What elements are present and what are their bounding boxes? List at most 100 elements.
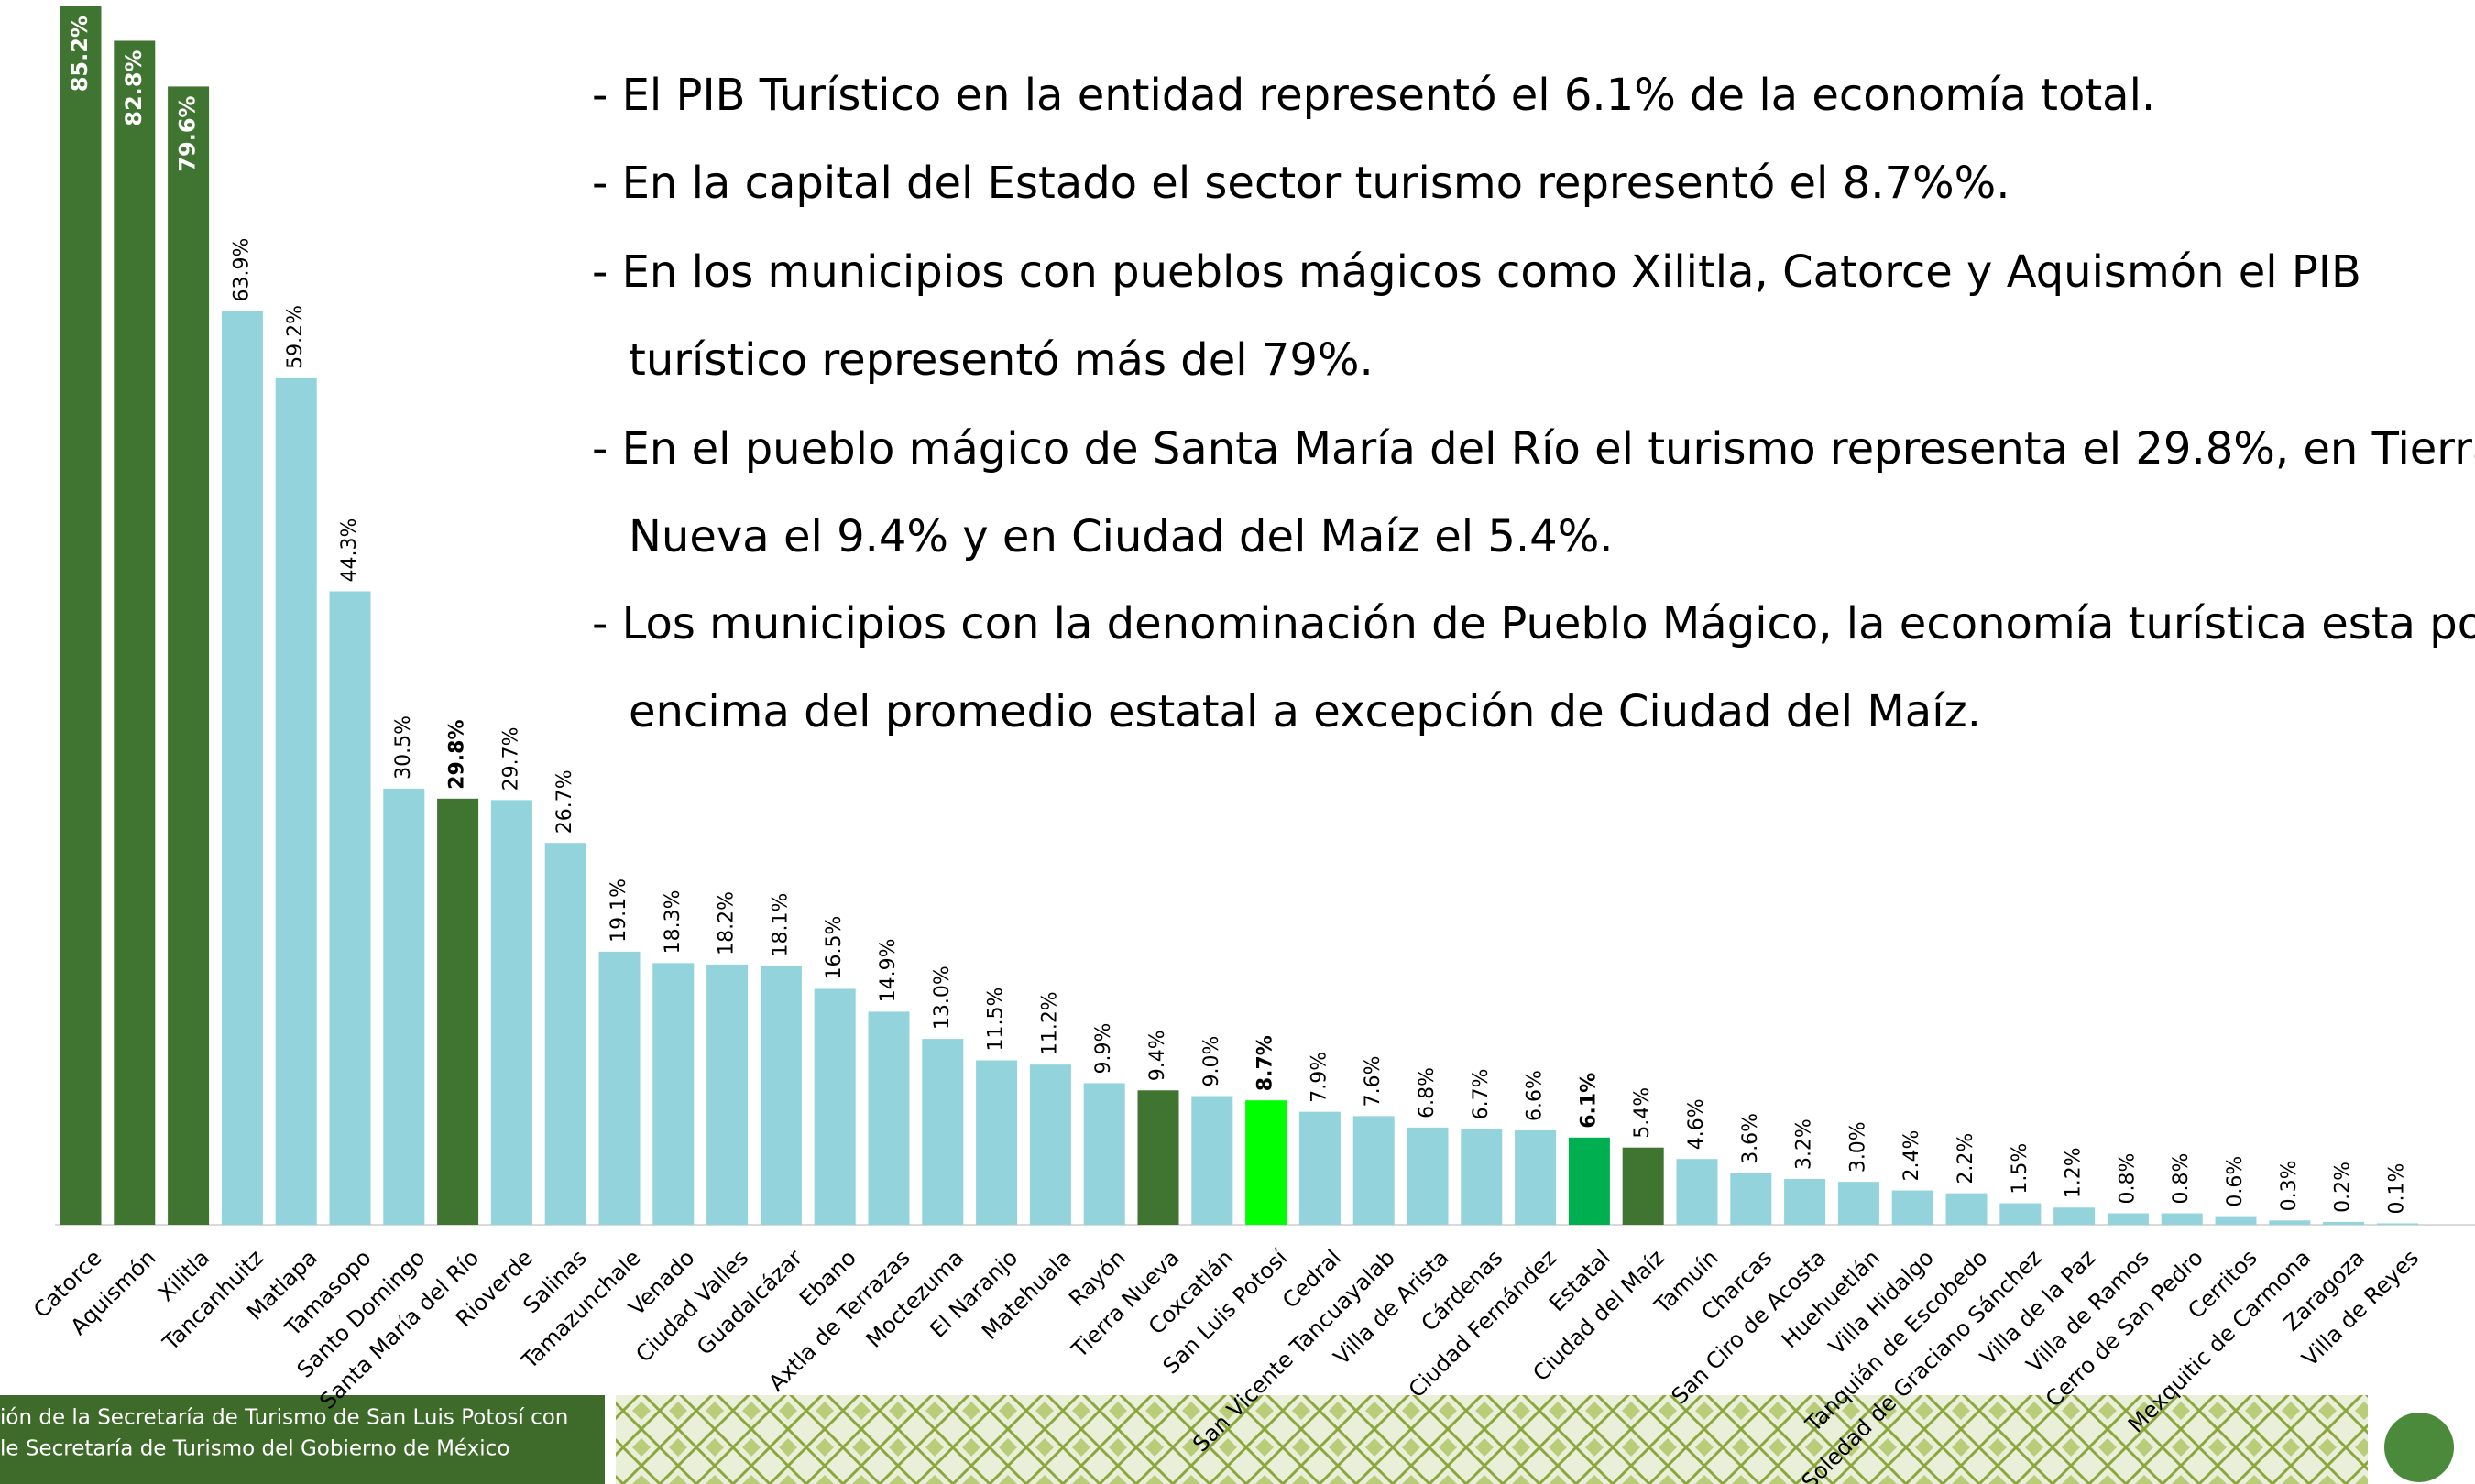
value-label: 44.3%	[338, 518, 361, 583]
value-label: 0.8%	[2170, 1153, 2193, 1205]
bar	[2377, 1223, 2418, 1225]
value-label: 11.5%	[985, 988, 1008, 1052]
bar	[1946, 1194, 1988, 1225]
value-label: 2.4%	[1900, 1130, 1923, 1182]
value-label: 3.2%	[1793, 1118, 1816, 1170]
bar	[2269, 1220, 2310, 1225]
value-label: 1.2%	[2063, 1147, 2086, 1198]
bar	[1784, 1179, 1825, 1225]
value-label: 0.8%	[2116, 1153, 2139, 1205]
bar	[1999, 1204, 2041, 1225]
value-label: 1.5%	[2009, 1143, 2031, 1195]
note-line: - Los municipios con la denominación de …	[592, 598, 2475, 649]
value-label: 2.2%	[1955, 1133, 1977, 1184]
value-label: 14.9%	[877, 939, 900, 1003]
value-label: 29.7%	[499, 726, 522, 791]
bar	[437, 799, 478, 1225]
bar	[869, 1011, 910, 1225]
decorative-band	[616, 1395, 2368, 1484]
value-label: 3.0%	[1846, 1121, 1869, 1173]
bar	[2053, 1207, 2095, 1225]
note-line: - En el pueblo mágico de Santa María del…	[592, 423, 2475, 475]
value-label: 82.8%	[121, 49, 147, 125]
bar	[491, 800, 532, 1225]
bar	[1892, 1191, 1933, 1225]
value-label: 29.8%	[446, 719, 469, 789]
bar	[1299, 1112, 1341, 1225]
bar	[1569, 1138, 1610, 1225]
source-text: le Secretaría de Turismo del Gobierno de…	[0, 1437, 509, 1461]
value-label: 26.7%	[553, 769, 576, 834]
value-label: 18.1%	[769, 893, 792, 957]
note-line: Nueva el 9.4% y en Ciudad del Maíz el 5.…	[629, 511, 1614, 562]
bar	[976, 1060, 1017, 1225]
value-label: 9.4%	[1146, 1030, 1169, 1081]
value-label: 18.2%	[716, 891, 739, 955]
bar	[2162, 1214, 2203, 1225]
bar	[599, 952, 641, 1225]
bar	[652, 963, 694, 1225]
bar	[761, 966, 802, 1225]
value-label: 0.6%	[2224, 1156, 2247, 1207]
bar	[1191, 1097, 1232, 1225]
bar	[1138, 1090, 1179, 1225]
bar	[383, 789, 424, 1225]
value-label: 4.6%	[1685, 1098, 1708, 1150]
bar	[276, 378, 317, 1225]
value-label: 6.6%	[1524, 1070, 1547, 1121]
note-line: - En la capital del Estado el sector tur…	[592, 158, 2010, 209]
bar	[1730, 1173, 1771, 1225]
value-label: 63.9%	[230, 238, 253, 302]
bar	[1084, 1083, 1125, 1225]
bar	[922, 1039, 963, 1225]
value-label: 6.8%	[1416, 1067, 1439, 1118]
note-line: - En los municipios con pueblos mágicos …	[592, 246, 2361, 298]
value-label: 30.5%	[392, 715, 415, 780]
bar	[1030, 1064, 1071, 1225]
value-label: 7.9%	[1308, 1052, 1331, 1103]
value-label: 6.7%	[1470, 1069, 1493, 1120]
value-label: 0.2%	[2332, 1162, 2355, 1213]
value-label: 85.2%	[67, 16, 93, 92]
value-label: 0.3%	[2278, 1160, 2301, 1211]
value-label: 5.4%	[1631, 1087, 1654, 1139]
bar	[1353, 1116, 1395, 1225]
bar	[330, 591, 371, 1225]
bar	[815, 988, 856, 1225]
bar	[60, 6, 102, 1225]
source-text: ión de la Secretaría de Turismo de San L…	[0, 1406, 568, 1430]
bar	[114, 40, 155, 1225]
logo	[2384, 1413, 2454, 1482]
value-label: 3.6%	[1739, 1113, 1762, 1164]
value-label: 7.6%	[1362, 1055, 1385, 1107]
bar	[2216, 1217, 2257, 1225]
value-label: 11.2%	[1038, 991, 1061, 1055]
value-label: 59.2%	[284, 305, 307, 369]
bar	[1461, 1129, 1502, 1225]
value-label: 16.5%	[823, 916, 846, 980]
value-label: 13.0%	[931, 966, 954, 1030]
bar	[2323, 1222, 2364, 1225]
bar	[1623, 1148, 1664, 1225]
value-label: 9.0%	[1200, 1036, 1223, 1087]
value-label: 18.3%	[662, 889, 684, 954]
bar	[706, 965, 748, 1225]
bar	[222, 311, 263, 1226]
bar	[1407, 1128, 1449, 1225]
chart: 85.2%Catorce82.8%Aquismón79.6%Xilitla63.…	[0, 0, 2475, 1484]
value-label: 6.1%	[1577, 1073, 1600, 1129]
bar	[1677, 1159, 1718, 1225]
value-label: 8.7%	[1254, 1035, 1277, 1091]
value-label: 19.1%	[608, 878, 630, 943]
bar	[1515, 1130, 1556, 1225]
bar	[2108, 1214, 2149, 1225]
note-line: - El PIB Turístico en la entidad represe…	[592, 70, 2155, 121]
bar	[545, 843, 586, 1225]
bar	[1245, 1100, 1287, 1225]
note-line: encima del promedio estatal a excepción …	[629, 686, 1981, 737]
value-label: 9.9%	[1092, 1023, 1115, 1075]
value-label: 79.6%	[175, 95, 201, 171]
value-label: 0.1%	[2385, 1163, 2408, 1215]
bar	[168, 86, 209, 1225]
note-line: turístico representó más del 79%.	[629, 334, 1374, 386]
